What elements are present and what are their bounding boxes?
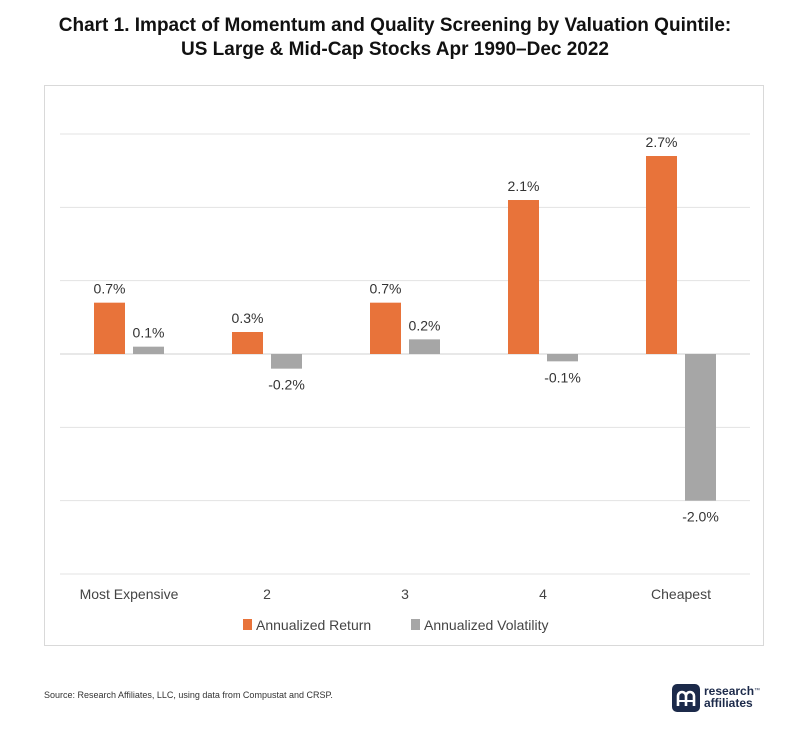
data-label: 0.1% bbox=[133, 325, 165, 341]
data-label: -0.2% bbox=[268, 377, 305, 393]
category-label: 2 bbox=[263, 586, 271, 602]
chart-title-line-2: US Large & Mid-Cap Stocks Apr 1990–Dec 2… bbox=[180, 39, 610, 60]
source-note: Source: Research Affiliates, LLC, using … bbox=[44, 690, 333, 700]
category-label: Cheapest bbox=[651, 586, 711, 602]
return-bar bbox=[370, 302, 401, 354]
logo-line-2: affiliates bbox=[704, 696, 753, 710]
data-label: -0.1% bbox=[544, 369, 581, 385]
return-bar bbox=[232, 332, 263, 354]
return-bar bbox=[508, 200, 539, 354]
logo-line-1: research bbox=[704, 684, 755, 698]
legend-label-volatility: Annualized Volatility bbox=[424, 617, 549, 633]
logo-wordmark: research™ affiliates bbox=[704, 685, 760, 709]
chart-title-line-1: Chart 1. Impact of Momentum and Quality … bbox=[58, 15, 732, 36]
data-label: 0.2% bbox=[409, 317, 441, 333]
research-affiliates-logo: research™ affiliates bbox=[672, 684, 772, 714]
category-label: Most Expensive bbox=[80, 586, 179, 602]
data-label: -2.0% bbox=[682, 509, 719, 525]
logo-trademark: ™ bbox=[754, 688, 761, 694]
legend-swatch-return bbox=[243, 619, 252, 630]
category-label: 4 bbox=[539, 586, 547, 602]
legend-label-return: Annualized Return bbox=[256, 617, 371, 633]
data-label: 0.7% bbox=[370, 281, 402, 297]
data-label: 0.7% bbox=[94, 281, 126, 297]
data-label: 2.7% bbox=[646, 134, 678, 150]
volatility-bar bbox=[685, 354, 716, 501]
return-bar bbox=[94, 302, 125, 354]
volatility-bar bbox=[409, 339, 440, 354]
category-label: 3 bbox=[401, 586, 409, 602]
data-label: 2.1% bbox=[508, 178, 540, 194]
data-label: 0.3% bbox=[232, 310, 264, 326]
volatility-bar bbox=[133, 346, 164, 354]
chart-title: Chart 1. Impact of Momentum and Quality … bbox=[0, 14, 790, 62]
return-bar bbox=[646, 156, 677, 354]
chart-frame bbox=[44, 85, 764, 646]
legend-swatch-volatility bbox=[411, 619, 420, 630]
volatility-bar bbox=[271, 354, 302, 369]
logo-mark-icon bbox=[672, 684, 700, 712]
volatility-bar bbox=[547, 354, 578, 362]
